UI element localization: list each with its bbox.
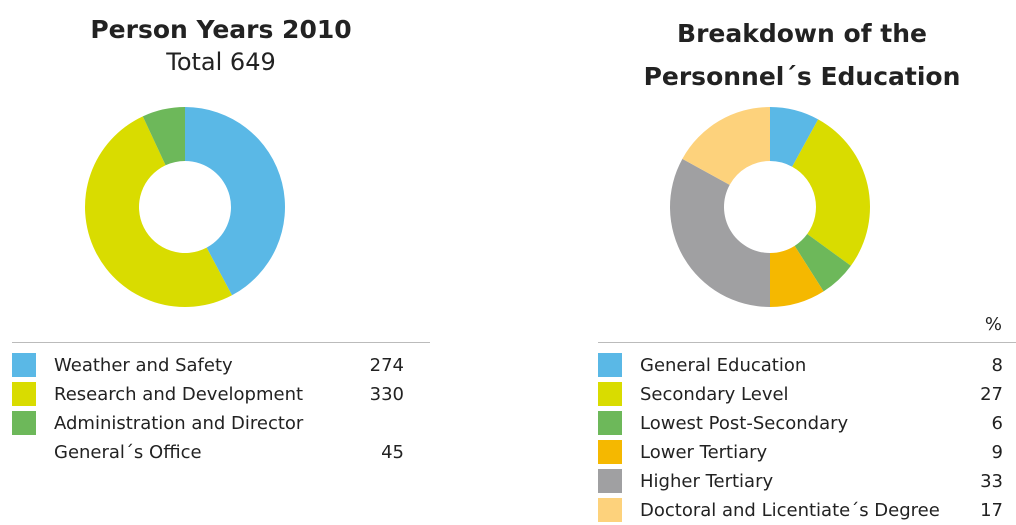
donut-slice bbox=[84, 116, 232, 308]
legend-swatch bbox=[12, 382, 36, 406]
panel: Person Years 2010 Total 649 Weather and … bbox=[12, 0, 430, 521]
legend-row: Lowest Post-Secondary 6 bbox=[598, 409, 1016, 438]
legend-value: 274 bbox=[369, 355, 404, 376]
legend-swatch bbox=[598, 440, 622, 464]
legend-value: 33 bbox=[980, 471, 1003, 492]
donut-slice bbox=[792, 119, 870, 266]
legend-label: Lower Tertiary bbox=[640, 442, 768, 463]
donut-slice bbox=[682, 107, 770, 185]
donut-slice bbox=[185, 107, 285, 296]
legend-label: General Education bbox=[640, 355, 807, 376]
legend-row: General Education 8 bbox=[598, 351, 1016, 380]
legend-row: Secondary Level 27 bbox=[598, 380, 1016, 409]
legend-value: 17 bbox=[980, 500, 1003, 521]
donut-slice bbox=[770, 245, 824, 307]
legend-swatch bbox=[598, 411, 622, 435]
legend-label: Lowest Post-Secondary bbox=[640, 413, 849, 434]
legend-swatch bbox=[598, 382, 622, 406]
legend-label: Higher Tertiary bbox=[640, 471, 774, 492]
legend-label: Secondary Level bbox=[640, 384, 789, 405]
legend-value: 45 bbox=[381, 442, 404, 463]
legend-label: Doctoral and Licentiate´s Degree bbox=[640, 500, 940, 521]
legend-swatch bbox=[598, 469, 622, 493]
legend: General Education 8 Secondary Level 27 Lowes… bbox=[598, 342, 1016, 525]
legend-label: Administration and Director General´s Of… bbox=[54, 413, 304, 463]
legend-value: 9 bbox=[991, 442, 1003, 463]
legend-swatch bbox=[598, 353, 622, 377]
donut bbox=[84, 107, 285, 308]
legend-value: 6 bbox=[991, 413, 1003, 434]
chart-subtitle: Total 649 bbox=[166, 48, 276, 76]
legend-value: 8 bbox=[991, 355, 1003, 376]
legend-swatch bbox=[12, 353, 36, 377]
legend-row: Research and Development 330 bbox=[12, 380, 430, 409]
chart-title: Person Years 2010 bbox=[90, 15, 352, 44]
donut-slice bbox=[770, 107, 819, 167]
donut-slice bbox=[794, 234, 851, 292]
donut bbox=[670, 107, 870, 307]
legend-swatch bbox=[598, 498, 622, 522]
legend-row: Lower Tertiary 9 bbox=[598, 438, 1016, 467]
legend-swatch bbox=[12, 411, 36, 435]
unit-label: % bbox=[984, 314, 1002, 335]
donut-slice bbox=[142, 107, 185, 166]
legend-row: Administration and Director General´s Of… bbox=[12, 409, 430, 467]
legend-row: Higher Tertiary 33 bbox=[598, 467, 1016, 496]
legend-row: Weather and Safety 274 bbox=[12, 351, 430, 380]
chart-title: Breakdown of the Personnel´s Education bbox=[643, 19, 961, 91]
legend-row: Doctoral and Licentiate´s Degree 17 bbox=[598, 496, 1016, 525]
legend-label: Research and Development bbox=[54, 384, 304, 405]
panel: Breakdown of the Personnel´s Education %… bbox=[598, 0, 1016, 522]
donut-slice bbox=[670, 158, 770, 307]
legend-value: 330 bbox=[369, 384, 404, 405]
legend-value: 27 bbox=[980, 384, 1003, 405]
legend: Weather and Safety 274 Research and Develo… bbox=[12, 342, 430, 467]
legend-label: Weather and Safety bbox=[54, 355, 233, 376]
